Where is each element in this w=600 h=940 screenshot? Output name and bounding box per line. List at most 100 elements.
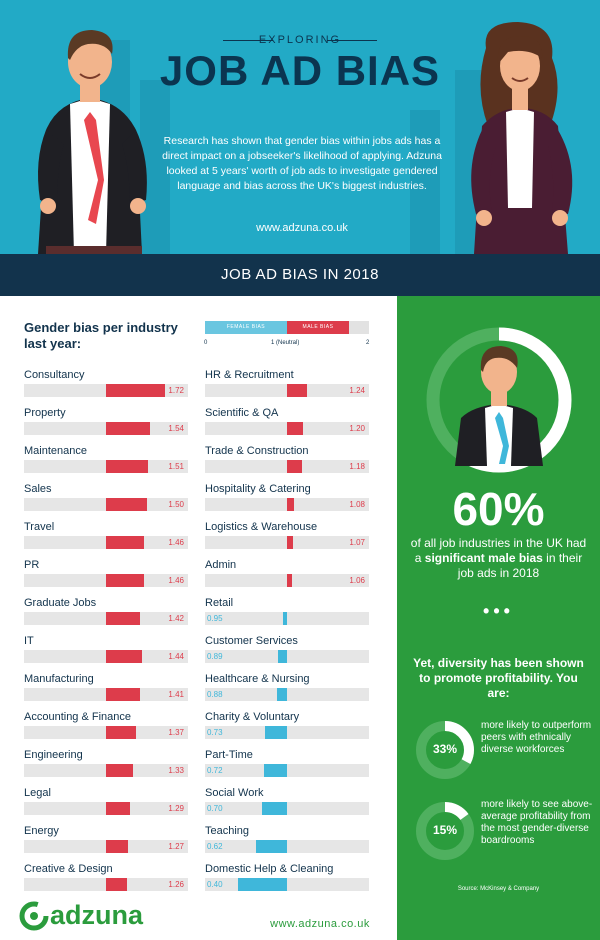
bar-track: 0.89 [205, 650, 369, 663]
industry-label: Graduate Jobs [24, 597, 97, 609]
bar-track: 1.54 [24, 422, 188, 435]
diversity-text: Yet, diversity has been shown to promote… [413, 656, 584, 700]
industry-label: Travel [24, 521, 55, 533]
male-bias-bar [106, 536, 144, 549]
industry-label: Teaching [205, 825, 250, 837]
female-bias-bar [264, 726, 287, 739]
industry-label: Healthcare & Nursing [205, 673, 310, 685]
legend-tick-0: 0 [204, 340, 208, 346]
bar-value-label: 0.73 [207, 728, 223, 737]
bar-track: 1.41 [24, 688, 188, 701]
industry-label: Property [24, 407, 66, 419]
businesswoman-illustration [471, 22, 573, 254]
male-bias-bar [287, 384, 307, 397]
industry-label: Retail [205, 597, 234, 609]
bar-value-label: 1.27 [168, 842, 184, 851]
bar-track: 0.95 [205, 612, 369, 625]
bar-value-label: 1.46 [168, 576, 184, 585]
female-bias-bar [264, 764, 287, 777]
bar-value-label: 1.72 [168, 386, 184, 395]
industry-label: Social Work [205, 787, 264, 799]
bar-value-label: 1.20 [349, 424, 365, 433]
bar-value-label: 1.26 [168, 880, 184, 889]
male-bias-bar [287, 460, 302, 473]
skyline-building [410, 110, 440, 254]
bar-track: 1.07 [205, 536, 369, 549]
sixty-percent-ring [426, 327, 572, 473]
donut-15 [416, 802, 474, 860]
industry-label: Engineering [24, 749, 83, 761]
male-bias-bar [106, 384, 166, 397]
industry-label: Trade & Construction [205, 445, 309, 457]
industry-label: Part-Time [205, 749, 253, 761]
industry-label: IT [24, 635, 34, 647]
bar-value-label: 0.70 [207, 804, 223, 813]
bar-value-label: 0.95 [207, 614, 223, 623]
kicker-text: EXPLORING [258, 34, 342, 46]
businessman-illustration [38, 30, 147, 254]
bar-track: 1.46 [24, 574, 188, 587]
adzuna-logo-icon [19, 901, 49, 931]
big-stat: 60% [452, 483, 545, 535]
bar-track: 1.50 [24, 498, 188, 511]
industry-label: Creative & Design [24, 863, 113, 875]
industry-label: PR [24, 559, 40, 571]
bar-value-label: 1.18 [349, 462, 365, 471]
separator-dots: ••• [483, 601, 514, 621]
male-bias-bar [287, 536, 293, 549]
industry-label: HR & Recruitment [205, 369, 294, 381]
bar-track: 1.37 [24, 726, 188, 739]
legend-tick-1: 1 (Neutral) [271, 340, 300, 346]
chart-legend: FEMALE BIAS MALE BIAS [205, 321, 369, 334]
bar-value-label: 0.40 [207, 880, 223, 889]
bar-value-label: 0.89 [207, 652, 223, 661]
bar-track: 1.18 [205, 460, 369, 473]
bar-track: 1.24 [205, 384, 369, 397]
industry-label: Scientific & QA [205, 407, 279, 419]
industry-label: Domestic Help & Cleaning [205, 863, 334, 875]
female-bias-bar [277, 650, 287, 663]
industry-label: Legal [24, 787, 51, 799]
industry-label: Accounting & Finance [24, 711, 132, 723]
male-bias-bar [106, 498, 147, 511]
female-bias-bar [262, 802, 287, 815]
section-title: JOB AD BIAS IN 2018 [0, 254, 600, 296]
bar-track: 1.27 [24, 840, 188, 853]
kicker-rule-left [223, 40, 273, 41]
bar-track: 1.29 [24, 802, 188, 815]
female-bias-bar [282, 612, 287, 625]
industry-label: Energy [24, 825, 59, 837]
legend-tick-2: 2 [366, 340, 370, 346]
industry-label: Consultancy [24, 369, 85, 381]
bar-value-label: 1.50 [168, 500, 184, 509]
bar-track: 1.51 [24, 460, 188, 473]
bar-track: 1.42 [24, 612, 188, 625]
bar-track: 0.73 [205, 726, 369, 739]
bar-track: 1.08 [205, 498, 369, 511]
bar-value-label: 1.44 [168, 652, 184, 661]
bar-value-label: 0.88 [207, 690, 223, 699]
male-bias-bar [287, 498, 294, 511]
adzuna-logo-text: adzuna [50, 900, 144, 930]
bar-value-label: 1.37 [168, 728, 184, 737]
male-bias-bar [106, 422, 151, 435]
footer-url-link[interactable]: www.adzuna.co.uk [270, 918, 370, 930]
donut2-label: 15% [432, 823, 458, 837]
bar-track: 1.06 [205, 574, 369, 587]
bar-value-label: 1.51 [168, 462, 184, 471]
industry-label: Maintenance [24, 445, 87, 457]
male-bias-bar [106, 574, 144, 587]
bar-track: 1.33 [24, 764, 188, 777]
stat-text: of all job industries in the UK had a si… [410, 536, 587, 580]
bar-track: 0.40 [205, 878, 369, 891]
legend-male: MALE BIAS [287, 321, 349, 334]
bar-value-label: 1.41 [168, 690, 184, 699]
bar-track: 0.88 [205, 688, 369, 701]
kicker-rule-right [327, 40, 377, 41]
hero-header: EXPLORING JOB AD BIAS Research has shown… [0, 0, 600, 254]
industry-label: Hospitality & Catering [205, 483, 311, 495]
stats-panel: 60% of all job industries in the UK had … [397, 296, 600, 940]
male-bias-bar [106, 802, 130, 815]
hero-url-link[interactable]: www.adzuna.co.uk [256, 222, 348, 234]
bar-track: 1.20 [205, 422, 369, 435]
